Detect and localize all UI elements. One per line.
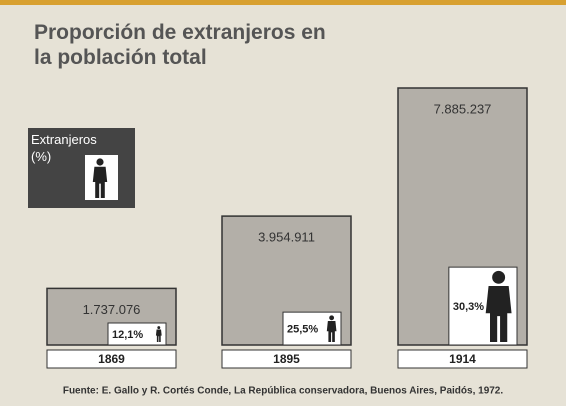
chart-title: Proporción de extranjeros en la població… <box>34 21 326 69</box>
year-box <box>221 349 352 369</box>
total-label: 1.737.076 <box>83 302 141 317</box>
percent-box <box>107 322 167 346</box>
x-tick-label: 1869 <box>98 352 125 366</box>
top-stripe <box>0 0 566 5</box>
title-box: Proporción de extranjeros en la població… <box>34 21 326 69</box>
total-label: 3.954.911 <box>258 230 315 245</box>
percent-label: 30,3% <box>453 301 484 313</box>
percent-label: 12,1% <box>112 329 143 341</box>
x-tick-label: 1914 <box>449 352 476 366</box>
legend-text-box: Extranjeros (%) <box>31 132 97 164</box>
year-box <box>46 349 177 369</box>
legend-label: Extranjeros (%) <box>31 132 97 164</box>
year-box <box>397 349 528 369</box>
source: Fuente: E. Gallo y R. Cortés Conde, La R… <box>63 386 504 397</box>
percent-label: 25,5% <box>287 323 318 335</box>
x-tick-label: 1895 <box>273 352 300 366</box>
total-label: 7.885.237 <box>434 101 492 116</box>
